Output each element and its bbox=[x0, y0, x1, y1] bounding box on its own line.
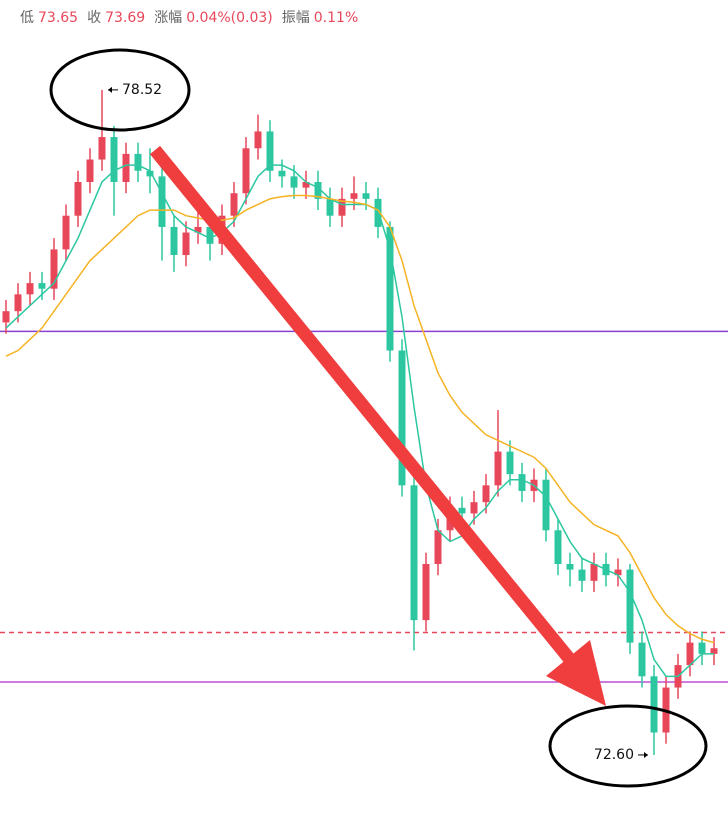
candle-body bbox=[74, 182, 82, 216]
candle-body bbox=[710, 648, 718, 654]
candle-body bbox=[554, 530, 562, 564]
header-label: 振幅 bbox=[282, 10, 310, 26]
candle-body bbox=[170, 226, 178, 256]
candle-body bbox=[242, 148, 250, 194]
candle-body bbox=[26, 283, 34, 295]
low-circle bbox=[548, 704, 708, 788]
candle-body bbox=[542, 479, 550, 531]
candle-body bbox=[386, 226, 394, 351]
candle-body bbox=[254, 131, 262, 149]
candle-body bbox=[290, 176, 298, 188]
candle-body bbox=[86, 159, 94, 182]
price-annotation: 72.60 bbox=[594, 747, 648, 763]
moving-average bbox=[5, 164, 714, 678]
candle-body bbox=[458, 507, 466, 514]
annotation-arrow bbox=[644, 751, 648, 758]
candle-body bbox=[374, 198, 382, 227]
header: 低 73.65 收 73.69 涨幅 0.04%(0.03) 振幅 0.11% bbox=[20, 10, 358, 26]
candle-body bbox=[362, 193, 370, 199]
candle-body bbox=[482, 485, 490, 503]
candle-body bbox=[182, 232, 190, 256]
trend-arrow-head bbox=[546, 640, 606, 706]
header-value: 73.69 bbox=[105, 10, 145, 26]
candle-body bbox=[194, 226, 202, 233]
header-value: 73.65 bbox=[38, 10, 78, 26]
header-value: 0.04%(0.03) bbox=[186, 10, 273, 26]
header-label: 收 bbox=[87, 10, 101, 26]
candle-body bbox=[350, 193, 358, 199]
candle-body bbox=[158, 176, 166, 227]
header-value: 0.11% bbox=[314, 10, 358, 26]
candle-body bbox=[134, 153, 142, 171]
candle-body bbox=[110, 137, 118, 182]
annotation-label: 72.60 bbox=[594, 747, 634, 763]
candle-body bbox=[626, 569, 634, 643]
header-label: 涨幅 bbox=[154, 10, 182, 26]
candle-body bbox=[470, 502, 478, 514]
candle-body bbox=[494, 451, 502, 486]
candle-body bbox=[518, 474, 526, 491]
candle-body bbox=[566, 563, 574, 570]
candle-body bbox=[266, 131, 274, 171]
candle-body bbox=[206, 226, 214, 244]
candle-body bbox=[434, 530, 442, 564]
candle-body bbox=[2, 311, 10, 323]
moving-average bbox=[5, 194, 715, 644]
candle-body bbox=[230, 193, 238, 216]
candle-body bbox=[98, 137, 106, 160]
candle-body bbox=[638, 642, 646, 677]
plot bbox=[0, 89, 728, 755]
candle-body bbox=[410, 485, 418, 621]
candle-body bbox=[698, 642, 706, 654]
candle-body bbox=[590, 563, 598, 581]
overlay: 78.52 72.60 bbox=[49, 48, 708, 788]
candle-body bbox=[614, 569, 622, 576]
candle-body bbox=[50, 249, 58, 289]
candle-body bbox=[146, 170, 154, 177]
high-circle bbox=[49, 48, 191, 132]
candle-body bbox=[302, 182, 310, 188]
candle-body bbox=[506, 451, 514, 475]
candle-body bbox=[314, 182, 322, 199]
trend-arrow-shaft bbox=[149, 145, 578, 667]
candle-body bbox=[14, 294, 22, 312]
header-label: 低 bbox=[20, 10, 34, 26]
candle-body bbox=[578, 569, 586, 581]
annotation-arrow bbox=[108, 86, 112, 93]
candle-body bbox=[38, 283, 46, 289]
candle-body bbox=[650, 676, 658, 733]
candle-body bbox=[686, 642, 694, 666]
candle-body bbox=[422, 563, 430, 621]
candle-body bbox=[62, 215, 70, 250]
candle-body bbox=[398, 350, 406, 486]
candle-body bbox=[278, 170, 286, 177]
candle-body bbox=[326, 198, 334, 216]
candle-body bbox=[338, 198, 346, 216]
annotation-label: 78.52 bbox=[122, 82, 162, 98]
candle-body bbox=[122, 153, 130, 182]
price-annotation: 78.52 bbox=[108, 82, 162, 98]
